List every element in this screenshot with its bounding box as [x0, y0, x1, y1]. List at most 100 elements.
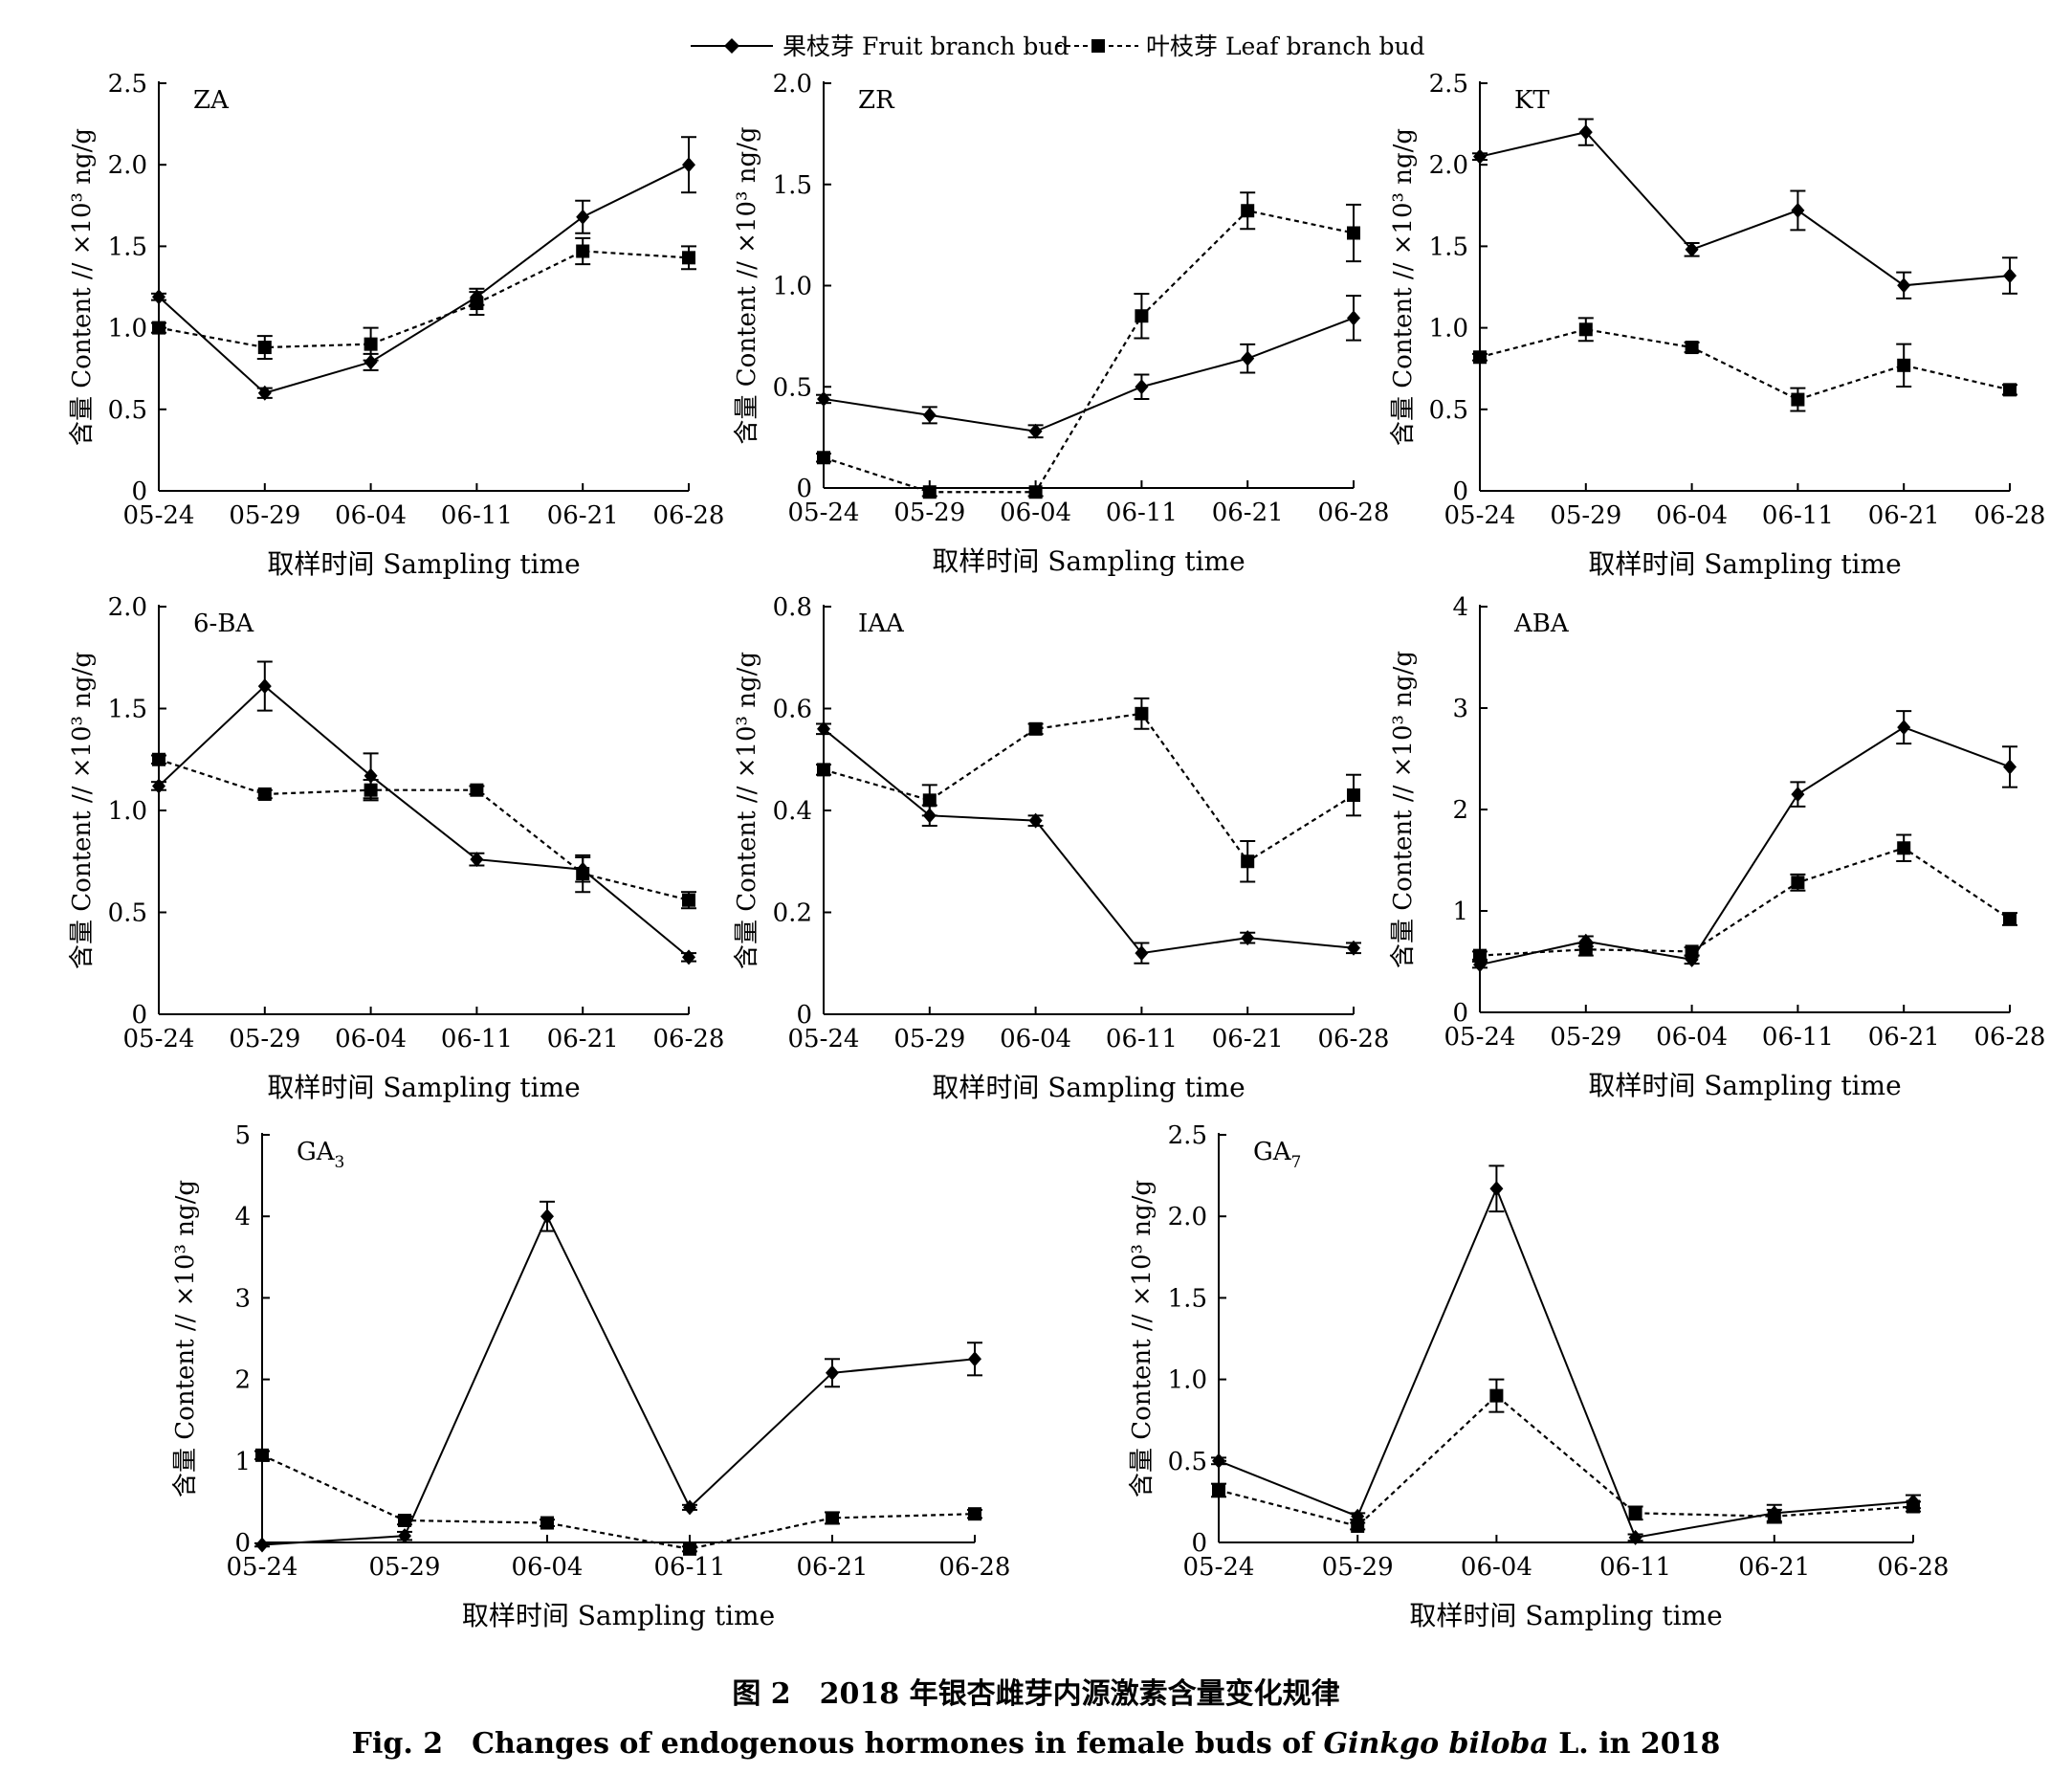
- figure-caption-english: Fig. 2 Changes of endogenous hormones in…: [0, 1719, 2072, 1762]
- x-tick-label: 05-29: [1550, 501, 1621, 530]
- x-tick-label: 06-21: [1868, 501, 1940, 530]
- y-tick-label: 1.0: [108, 797, 147, 826]
- y-tick-label: 0: [131, 1001, 147, 1030]
- data-point-square: [683, 1541, 696, 1556]
- data-point-diamond: [1897, 720, 1911, 736]
- data-point-square: [1135, 309, 1149, 323]
- y-tick-label: 0.5: [1429, 396, 1468, 425]
- caption-en-suffix: L. in 2018: [1548, 1727, 1721, 1761]
- series-fruit-branch-bud: [816, 721, 1361, 965]
- data-point-diamond: [1347, 940, 1360, 956]
- data-point-diamond: [1241, 930, 1255, 946]
- data-point-diamond: [922, 407, 937, 423]
- series-fruit-branch-bud: [1472, 118, 2017, 299]
- x-tick-label: 06-28: [1878, 1553, 1950, 1582]
- x-tick-label: 05-24: [1444, 1023, 1516, 1052]
- y-tick-label: 2: [234, 1366, 251, 1395]
- data-point-square: [1473, 948, 1487, 963]
- data-point-diamond: [817, 390, 830, 407]
- y-tick-label: 0: [1191, 1529, 1207, 1558]
- series-line: [261, 1213, 976, 1546]
- x-tick-label: 06-11: [1762, 501, 1834, 530]
- data-point-square: [1028, 721, 1043, 736]
- data-point-square: [152, 752, 165, 766]
- x-tick-label: 05-24: [227, 1553, 298, 1582]
- data-point-square: [1578, 322, 1593, 337]
- series-leaf-branch-bud: [1472, 317, 2017, 412]
- data-point-square: [817, 763, 830, 777]
- x-tick-label: 06-11: [1106, 1025, 1178, 1053]
- y-tick-label: 0: [796, 475, 812, 503]
- data-point-diamond: [152, 289, 165, 305]
- y-tick-label: 4: [1452, 593, 1468, 622]
- series-line: [1479, 131, 2011, 287]
- data-point-square: [826, 1511, 839, 1525]
- panel-label-text: KT: [1514, 86, 1550, 115]
- x-tick-label: 06-11: [441, 501, 513, 530]
- data-point-square: [1241, 854, 1255, 869]
- y-tick-label: 1.0: [108, 315, 147, 344]
- y-tick-label: 0.2: [773, 899, 812, 928]
- y-tick-label: 0: [234, 1529, 251, 1558]
- x-tick-label: 06-28: [1318, 1025, 1390, 1053]
- data-point-diamond: [1135, 379, 1149, 395]
- panel-label-text: GA: [297, 1138, 336, 1166]
- x-axis-label: 取样时间 Sampling time: [1588, 1070, 1901, 1101]
- x-tick-label: 05-24: [788, 1025, 860, 1053]
- series-fruit-branch-bud: [1472, 710, 2017, 973]
- y-tick-label: 1.5: [108, 696, 147, 724]
- x-tick-label: 06-04: [1461, 1553, 1532, 1582]
- data-point-square: [1578, 942, 1593, 957]
- x-tick-label: 06-11: [654, 1553, 726, 1582]
- y-tick-label: 5: [234, 1121, 251, 1150]
- series-fruit-branch-bud: [151, 136, 696, 401]
- x-tick-label: 06-21: [547, 501, 619, 530]
- data-point-square: [540, 1516, 554, 1530]
- data-point-diamond: [1791, 787, 1805, 803]
- series-line: [158, 684, 690, 959]
- data-point-square: [364, 337, 378, 351]
- x-tick-label: 06-11: [441, 1025, 513, 1053]
- y-axis-label: 含量 Content // ×10³ ng/g: [1389, 128, 1418, 446]
- series-line: [158, 164, 690, 394]
- x-tick-label: 06-11: [1762, 1023, 1834, 1052]
- x-tick-label: 05-29: [893, 1025, 965, 1053]
- y-tick-label: 2.0: [108, 151, 147, 180]
- data-point-square: [257, 341, 272, 355]
- series-line: [823, 728, 1355, 955]
- y-axis-label: 含量 Content // ×10³ ng/g: [733, 127, 761, 445]
- data-point-diamond: [968, 1351, 981, 1367]
- panel-label: ABA: [1513, 610, 1570, 638]
- series-leaf-branch-bud: [151, 752, 696, 910]
- data-point-square: [1628, 1506, 1642, 1520]
- series-line: [1479, 726, 2011, 966]
- x-tick-label: 06-28: [939, 1553, 1011, 1582]
- series-leaf-branch-bud: [1211, 1378, 1921, 1533]
- x-tick-label: 06-04: [512, 1553, 584, 1582]
- x-axis-label: 取样时间 Sampling time: [932, 1072, 1245, 1103]
- x-tick-label: 05-29: [369, 1553, 441, 1582]
- y-tick-label: 0.5: [1168, 1448, 1207, 1476]
- data-point-square: [817, 451, 830, 465]
- data-point-square: [364, 783, 378, 797]
- panel-label: IAA: [858, 610, 905, 638]
- data-point-square: [255, 1448, 269, 1462]
- data-point-diamond: [1028, 423, 1043, 439]
- chart-panel-5: 0 0.2 0.4 0.6 0.8 05-24 05-29 06-04 06-11 06-21 06…: [733, 593, 1389, 1103]
- x-axis-label: 取样时间 Sampling time: [932, 545, 1245, 577]
- data-point-diamond: [257, 385, 272, 401]
- y-tick-label: 1.0: [1429, 315, 1468, 344]
- y-tick-label: 2.5: [1168, 1121, 1207, 1150]
- y-tick-label: 0.8: [773, 593, 812, 622]
- data-point-diamond: [683, 1499, 696, 1516]
- data-point-square: [922, 485, 937, 499]
- panel-label-text: 6-BA: [193, 610, 254, 638]
- data-point-square: [1489, 1388, 1504, 1403]
- data-point-diamond: [682, 157, 695, 173]
- y-tick-label: 2: [1452, 796, 1468, 825]
- y-tick-label: 2.0: [108, 593, 147, 622]
- y-tick-label: 2.0: [1429, 151, 1468, 180]
- series-leaf-branch-bud: [151, 236, 696, 362]
- x-tick-label: 06-04: [1000, 499, 1071, 527]
